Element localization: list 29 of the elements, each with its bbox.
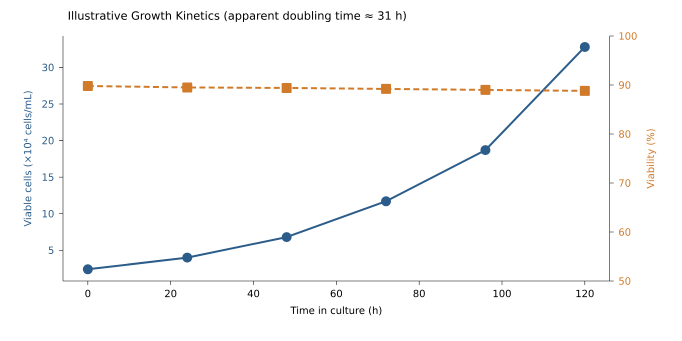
point <box>182 252 192 263</box>
y2-axis-title: Viability (%) <box>646 129 656 189</box>
y-tick-label: 15 <box>42 173 54 181</box>
y2-tick-label: 80 <box>619 130 630 138</box>
x-axis-title: Time in culture (h) <box>290 306 382 316</box>
y2-tick-label: 50 <box>619 277 630 285</box>
y2-tick-label: 90 <box>618 81 630 89</box>
y-tick-label: 25 <box>42 100 54 108</box>
point <box>282 232 292 242</box>
y-tick-label: 20 <box>42 136 54 144</box>
y-tick-label: 10 <box>42 210 54 218</box>
y2-tick-label: 100 <box>619 32 637 40</box>
x-tick-label: 40 <box>248 290 260 298</box>
y-axis-title: Viable cells (×10⁴ cells/mL) <box>24 91 33 227</box>
y2-tick-label: 60 <box>619 228 630 236</box>
y2-tick-label: 70 <box>619 179 630 187</box>
chart-title: Illustrative Growth Kinetics (apparent doubling time ≈ 31 h) <box>68 11 406 22</box>
x-tick-label: 120 <box>576 290 594 298</box>
point <box>480 145 490 156</box>
x-tick-label: 60 <box>330 290 342 298</box>
x-tick-label: 20 <box>165 290 176 298</box>
x-tick-label: 80 <box>413 290 425 298</box>
y-tick-label: 30 <box>42 64 54 72</box>
point <box>82 264 93 274</box>
x-tick-label: 100 <box>494 290 511 298</box>
x-tick-label: 0 <box>85 290 90 298</box>
point <box>580 42 590 52</box>
point <box>381 196 392 206</box>
y-tick-label: 5 <box>48 246 54 254</box>
